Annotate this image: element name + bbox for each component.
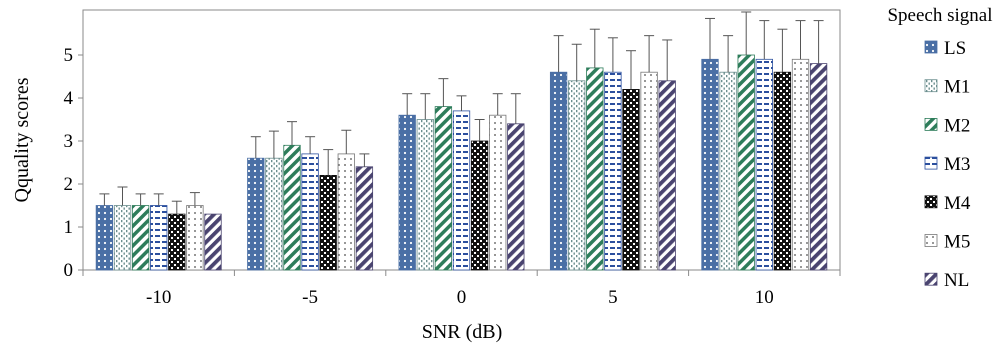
x-axis-title: SNR (dB) bbox=[422, 321, 503, 343]
x-tick-label: 5 bbox=[608, 287, 618, 308]
legend-swatch-nl bbox=[924, 272, 938, 286]
legend-title: Speech signal bbox=[887, 5, 992, 26]
bar-m5--5 bbox=[337, 153, 355, 271]
x-tick-label: -10 bbox=[146, 287, 171, 308]
bar-m5-5 bbox=[640, 71, 658, 271]
bar-m1-0 bbox=[416, 119, 434, 271]
legend-swatch-m1 bbox=[924, 79, 938, 93]
legend-swatch-m3 bbox=[924, 156, 938, 170]
y-tick-label: 5 bbox=[64, 45, 74, 66]
bar-m2--5 bbox=[283, 144, 301, 271]
legend-label-m3: M3 bbox=[944, 154, 970, 175]
bar-nl-5 bbox=[658, 80, 676, 271]
errorbars-layer bbox=[99, 11, 824, 215]
bar-m3-0 bbox=[452, 110, 471, 271]
legend-label-m2: M2 bbox=[944, 115, 970, 136]
legend-label-ls: LS bbox=[944, 38, 966, 59]
bar-m2-5 bbox=[586, 67, 604, 271]
x-tick-label: 0 bbox=[457, 287, 467, 308]
bar-m4-5 bbox=[622, 89, 640, 271]
bar-m2--10 bbox=[131, 205, 150, 271]
bar-m4-0 bbox=[470, 140, 489, 271]
bar-m3-10 bbox=[755, 58, 773, 271]
bar-m5-0 bbox=[489, 114, 507, 271]
bar-m1--5 bbox=[265, 157, 283, 271]
x-tick-label: 10 bbox=[755, 287, 774, 308]
legend-swatch-ls bbox=[924, 40, 938, 54]
bar-ls-5 bbox=[549, 71, 568, 271]
bar-ls-0 bbox=[398, 114, 416, 271]
bar-m5--10 bbox=[186, 205, 204, 271]
bars-layer bbox=[95, 54, 828, 271]
bar-ls--10 bbox=[95, 205, 114, 271]
legend-label-m4: M4 bbox=[944, 193, 971, 214]
bar-m4--5 bbox=[319, 174, 337, 271]
bar-nl--10 bbox=[204, 213, 222, 271]
bar-m1-5 bbox=[568, 80, 586, 271]
legend-label-m5: M5 bbox=[944, 232, 970, 253]
bar-nl-10 bbox=[809, 63, 828, 271]
legend-label-nl: NL bbox=[944, 270, 969, 291]
y-tick-label: 2 bbox=[64, 174, 74, 195]
y-tick-label: 0 bbox=[64, 260, 74, 281]
legend-swatch-m4 bbox=[924, 195, 938, 209]
y-tick-label: 3 bbox=[64, 131, 74, 152]
y-axis-title: Qquality scores bbox=[11, 77, 33, 202]
bar-m2-10 bbox=[737, 54, 755, 271]
bar-nl-0 bbox=[507, 123, 525, 271]
x-tick-label: -5 bbox=[302, 287, 318, 308]
bar-m4-10 bbox=[773, 71, 792, 271]
bar-nl--5 bbox=[355, 166, 374, 271]
bar-m4--10 bbox=[168, 213, 186, 271]
y-axis-ticks: 0 1 2 3 4 5 bbox=[64, 45, 83, 281]
bar-m2-0 bbox=[434, 106, 453, 271]
bar-m3--10 bbox=[150, 205, 168, 271]
legend-swatch-m2 bbox=[924, 118, 938, 131]
bar-ls--5 bbox=[247, 157, 265, 271]
x-axis-ticks: -10 -5 0 5 10 bbox=[82, 270, 841, 308]
bar-m3--5 bbox=[301, 153, 319, 271]
legend-swatch-m5 bbox=[924, 234, 938, 247]
bar-m1--10 bbox=[113, 205, 132, 271]
bar-m3-5 bbox=[604, 71, 622, 271]
bar-m1-10 bbox=[719, 71, 737, 271]
bar-ls-10 bbox=[701, 58, 719, 271]
y-tick-label: 4 bbox=[64, 88, 74, 109]
legend: Speech signal LS M1 M2 M3 M4 M5 NL bbox=[887, 5, 992, 291]
legend-label-m1: M1 bbox=[944, 77, 970, 98]
y-tick-label: 1 bbox=[64, 217, 74, 238]
bar-m5-10 bbox=[791, 58, 810, 271]
